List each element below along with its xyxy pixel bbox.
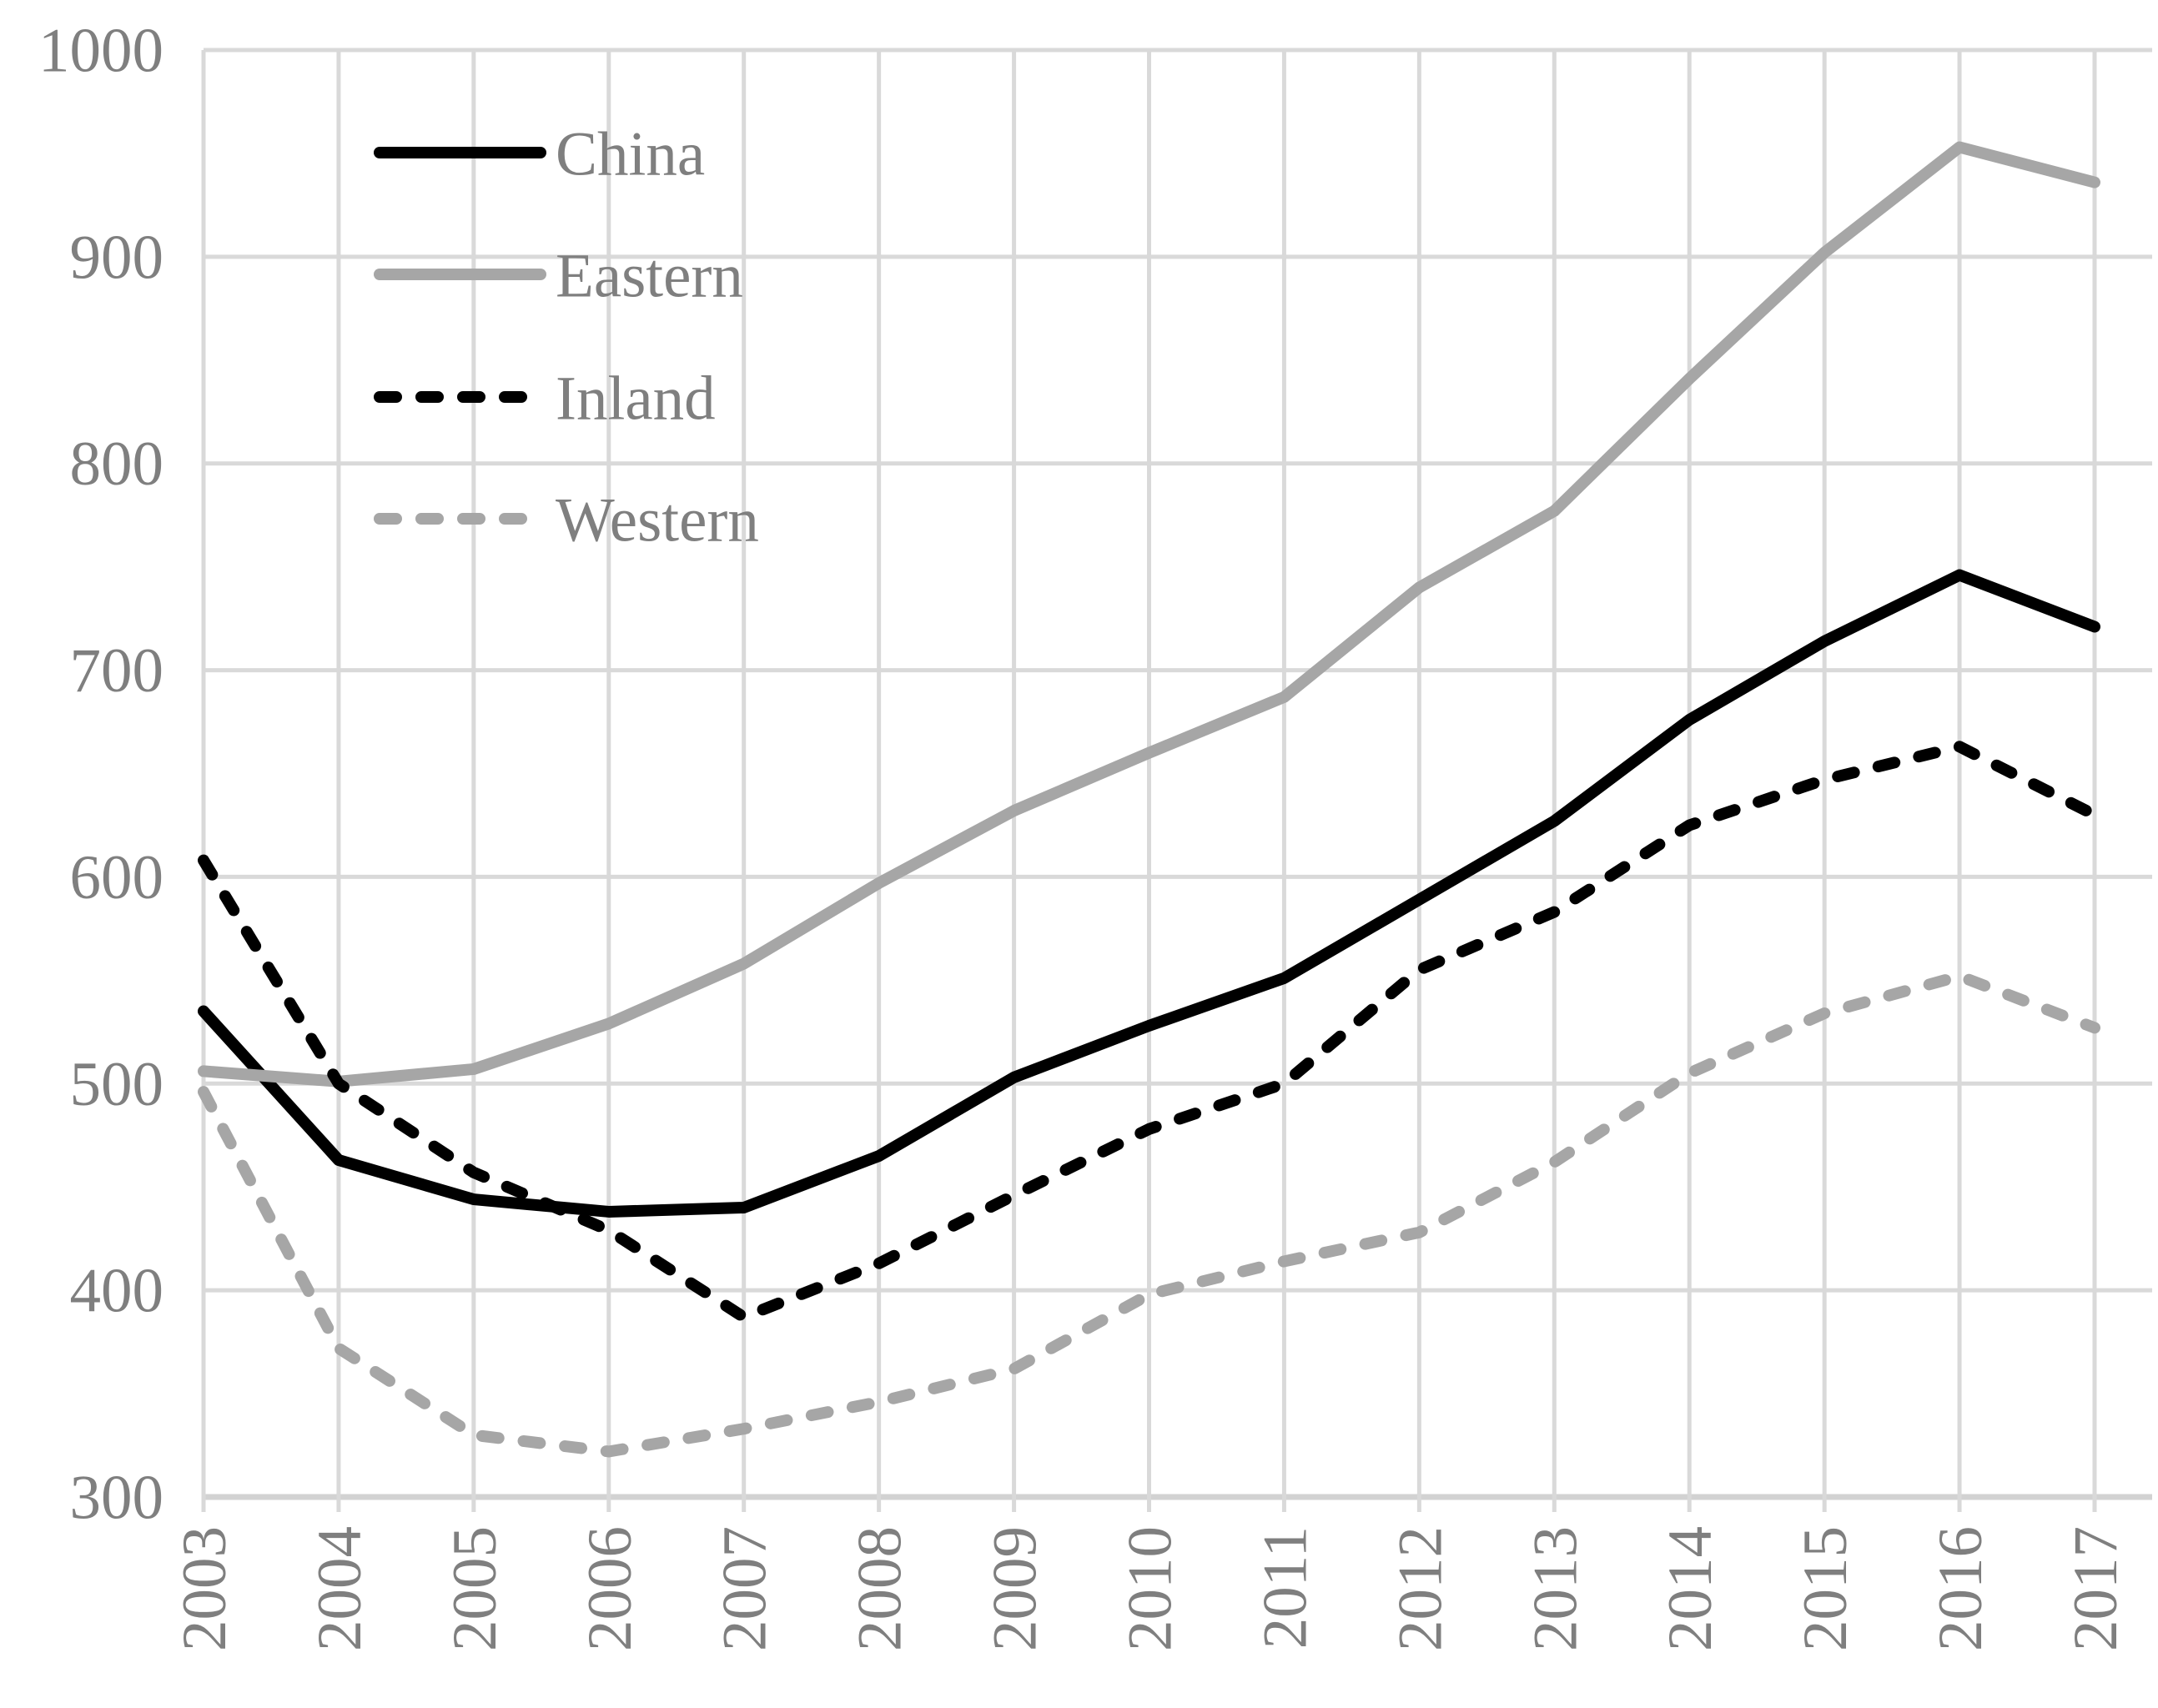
x-axis-label-2016: 2016 [1926,1526,1995,1651]
x-axis-label-2004: 2004 [305,1526,375,1651]
series-line-western [198,970,2100,1458]
series-line-china [198,569,2100,1218]
x-axis-label-2013: 2013 [1521,1526,1590,1651]
x-axis-label-2012: 2012 [1386,1526,1455,1651]
legend-label-eastern: Eastern [556,241,743,310]
y-axis-label-600: 600 [70,843,164,912]
x-axis-label-2008: 2008 [846,1526,915,1651]
legend-label-china: China [556,119,705,188]
x-axis-label-2015: 2015 [1791,1526,1860,1651]
y-axis-label-300: 300 [70,1464,164,1533]
x-axis-label-2007: 2007 [711,1526,780,1651]
y-axis-label-1000: 1000 [38,17,163,86]
legend-item-western: Western [374,485,759,555]
x-axis-label-2017: 2017 [2061,1526,2130,1651]
y-axis-label-700: 700 [70,636,164,706]
series-line-eastern [198,141,2100,1088]
legend-label-western: Western [556,485,759,555]
legend-item-inland: Inland [374,364,716,433]
series-line-inland [198,741,2100,1324]
y-axis-label-800: 800 [70,430,164,499]
legend-item-eastern: Eastern [374,241,743,310]
legend-label-inland: Inland [556,364,716,433]
legend-item-china: China [374,119,705,188]
x-axis-label-2011: 2011 [1250,1526,1320,1649]
x-axis-label-2009: 2009 [981,1526,1050,1651]
x-axis-label-2014: 2014 [1656,1526,1725,1651]
y-axis-label-900: 900 [70,223,164,292]
x-axis-label-2006: 2006 [576,1526,645,1651]
x-axis-label-2003: 2003 [170,1526,239,1651]
y-axis-label-500: 500 [70,1050,164,1119]
y-axis-label-400: 400 [70,1257,164,1326]
x-axis-label-2010: 2010 [1116,1526,1185,1651]
x-axis-label-2005: 2005 [440,1526,510,1651]
